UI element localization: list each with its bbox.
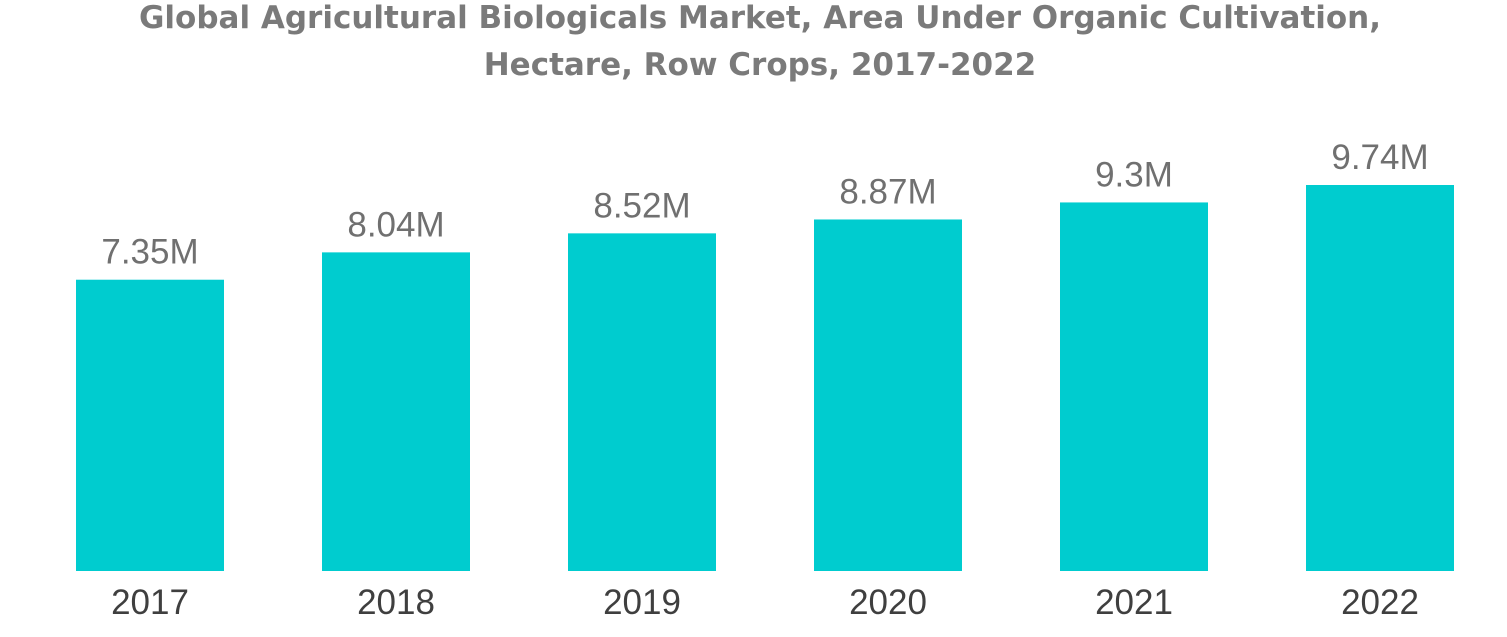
bar-2022	[1306, 185, 1454, 571]
x-axis-tick-labels: 2017 2018 2019 2020 2021 2022	[111, 583, 1419, 622]
x-tick-label-2017: 2017	[111, 583, 189, 622]
data-label-2019: 8.52M	[593, 186, 690, 225]
data-label-2018: 8.04M	[347, 205, 444, 244]
bar-2021	[1060, 202, 1208, 571]
value-labels-group: 7.35M 8.04M 8.52M 8.87M 9.3M 9.74M	[101, 138, 1428, 272]
data-label-2021: 9.3M	[1095, 155, 1173, 194]
bar-2018	[322, 252, 470, 572]
data-label-2017: 7.35M	[101, 233, 198, 272]
data-label-2020: 8.87M	[839, 172, 936, 211]
x-tick-label-2018: 2018	[357, 583, 435, 622]
bar-2019	[568, 233, 716, 572]
data-label-2022: 9.74M	[1331, 138, 1428, 177]
chart-title-line-1: Global Agricultural Biologicals Market, …	[139, 0, 1381, 36]
x-tick-label-2022: 2022	[1341, 583, 1419, 622]
x-tick-label-2019: 2019	[603, 583, 681, 622]
bars-group	[76, 185, 1454, 572]
x-tick-label-2020: 2020	[849, 583, 927, 622]
chart-title-line-2: Hectare, Row Crops, 2017-2022	[484, 47, 1037, 83]
x-tick-label-2021: 2021	[1095, 583, 1173, 622]
bar-2020	[814, 219, 962, 571]
bar-2017	[76, 279, 224, 571]
